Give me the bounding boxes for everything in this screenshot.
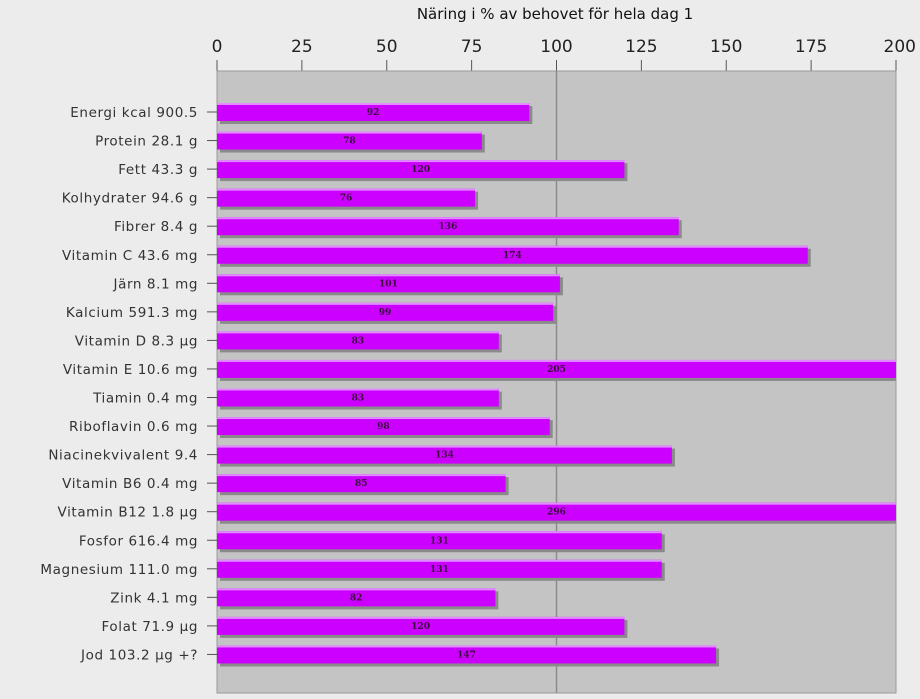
bar [217,103,530,121]
bar [217,331,499,350]
bar-value-label: 296 [547,508,566,518]
bar [217,302,554,321]
bar-value-label: 120 [411,165,430,175]
bar-value-label: 205 [547,365,566,375]
bar-highlight [217,388,499,391]
bar-value-label: 120 [411,622,430,632]
bar [217,388,499,407]
category-label: Niacinekvivalent 9.4 [48,448,198,464]
category-label: Kalcium 591.3 mg [66,305,198,321]
x-tick-label: 200 [884,37,916,57]
bar [217,588,496,607]
category-label: Fett 43.3 g [118,162,198,178]
x-tick-label: 75 [461,37,483,57]
bars-group: 92 78 120 76 136 174 101 99 83 205 83 98 134 85 296 131… [217,103,896,667]
x-axis-ticks: 0 25 50 75 100 125 150 175 200 [212,37,916,71]
x-tick-label: 150 [710,37,742,57]
bar [217,217,679,236]
category-label: Zink 4.1 mg [110,590,198,606]
bar-highlight [217,217,679,220]
category-label: Magnesium 111.0 mg [40,562,198,578]
bar-highlight [217,531,662,534]
bar-highlight [217,302,554,305]
x-tick-label: 50 [376,37,398,57]
x-tick-label: 100 [540,37,572,57]
bar-value-label: 85 [355,479,368,489]
bar [217,417,550,436]
bar-value-label: 98 [377,422,390,432]
category-label: Vitamin B6 0.4 mg [62,476,198,492]
category-label: Folat 71.9 µg [102,619,198,635]
bar-highlight [217,645,717,648]
category-label: Vitamin B12 1.8 µg [58,505,198,521]
bar [217,188,476,207]
bar [217,131,482,150]
bar-highlight [217,274,560,277]
bar-highlight [217,103,530,105]
category-label: Järn 8.1 mg [113,276,199,292]
bar-highlight [217,417,550,420]
chart-title: Näring i % av behovet för hela dag 1 [417,5,693,23]
bar-highlight [217,559,662,562]
bar-highlight [217,474,506,477]
bar-value-label: 101 [379,279,398,289]
bar-value-label: 131 [430,536,449,546]
x-tick-label: 125 [625,37,657,57]
bar-value-label: 83 [352,336,365,346]
bar [217,445,672,464]
category-label: Fibrer 8.4 g [114,219,198,235]
category-label: Kolhydrater 94.6 g [62,191,198,207]
bar [217,559,662,578]
bar-highlight [217,160,625,163]
category-label: Protein 28.1 g [95,134,198,150]
bar-value-label: 136 [438,222,457,232]
bar [217,645,717,664]
category-label: Jod 103.2 µg +? [80,647,198,663]
bar [217,245,808,264]
bar-highlight [217,131,482,134]
x-tick-label: 25 [291,37,313,57]
category-label: Energi kcal 900.5 [70,105,198,121]
bar [217,531,662,550]
bar [217,502,896,521]
bar-value-label: 147 [457,650,476,660]
bar-highlight [217,616,625,619]
bar [217,160,625,179]
bar-value-label: 174 [503,251,522,261]
category-label: Vitamin E 10.6 mg [63,362,198,378]
category-label: Fosfor 616.4 mg [79,533,198,549]
bar [217,274,560,293]
bar-value-label: 76 [340,194,353,204]
bar-highlight [217,245,808,248]
bar [217,616,625,635]
bar-highlight [217,331,499,334]
bar-value-label: 99 [379,308,392,318]
bar-highlight [217,502,896,505]
bar [217,474,506,493]
bar-value-label: 78 [343,137,356,147]
bar-highlight [217,359,896,362]
bar-value-label: 92 [367,108,380,118]
bar-value-label: 82 [350,593,363,603]
category-labels: Energi kcal 900.5 Protein 28.1 g Fett 43.3… [40,105,217,663]
category-label: Riboflavin 0.6 mg [69,419,198,435]
category-label: Vitamin D 8.3 µg [75,333,198,349]
bar-value-label: 131 [430,565,449,575]
category-label: Vitamin C 43.6 mg [62,248,198,264]
bar-highlight [217,445,672,448]
bar-value-label: 134 [435,451,454,461]
x-tick-label: 0 [212,37,223,57]
bar-highlight [217,188,476,191]
bar [217,359,896,378]
bar-value-label: 83 [352,394,365,404]
bar-highlight [217,588,496,591]
x-tick-label: 175 [795,37,827,57]
category-label: Tiamin 0.4 mg [92,391,198,407]
